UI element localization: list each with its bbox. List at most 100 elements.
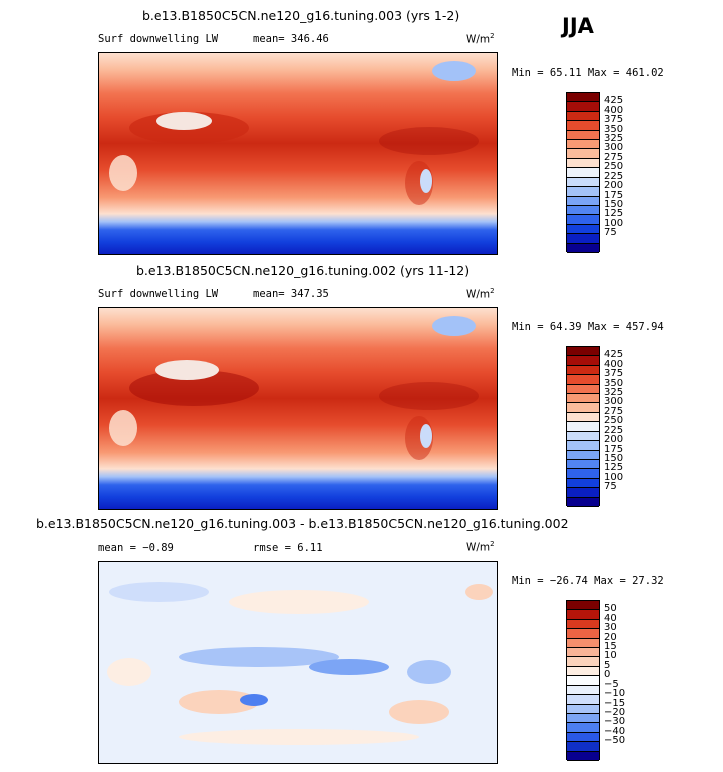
panel3-title: b.e13.B1850C5CN.ne120_g16.tuning.003 - b…: [36, 516, 569, 531]
panel1-variable: Surf downwelling LW: [98, 33, 219, 45]
colorbar-swatch: [567, 243, 599, 253]
panel1-colorbar: [566, 92, 600, 253]
panel1-field: [99, 53, 497, 254]
colorbar-swatch: [567, 648, 599, 658]
colorbar-tick-label: 350: [604, 123, 624, 135]
colorbar-swatch: [567, 431, 599, 442]
colorbar-swatch: [567, 187, 599, 197]
colorbar-tick-label: 325: [604, 387, 624, 399]
colorbar-swatch: [567, 158, 599, 169]
colorbar-swatch: [567, 347, 599, 357]
panel3-map: [98, 561, 498, 764]
colorbar-tick-label: 375: [604, 368, 624, 380]
colorbar-tick-label: 400: [604, 104, 624, 116]
colorbar-swatch: [567, 685, 599, 696]
colorbar-swatch: [567, 751, 599, 761]
colorbar-swatch: [567, 478, 599, 489]
panel3-units: W/m2: [466, 540, 495, 554]
colorbar-swatch: [567, 93, 599, 103]
panel2-units: W/m2: [466, 287, 495, 301]
panel2-variable: Surf downwelling LW: [98, 288, 219, 300]
colorbar-swatch: [567, 676, 599, 686]
colorbar-swatch: [567, 102, 599, 112]
panel2-field: [99, 308, 497, 509]
colorbar-tick-label: 15: [604, 641, 617, 653]
colorbar-tick-label: 425: [604, 95, 624, 107]
colorbar-tick-label: 300: [604, 396, 624, 408]
colorbar-swatch: [567, 375, 599, 385]
panel2-minmax: Min = 64.39 Max = 457.94: [512, 321, 664, 333]
colorbar-swatch: [567, 394, 599, 404]
colorbar-swatch: [567, 723, 599, 733]
colorbar-tick-label: 200: [604, 180, 624, 192]
colorbar-tick-label: 350: [604, 377, 624, 389]
panel1-mean: mean= 346.46: [253, 33, 329, 45]
colorbar-swatch: [567, 168, 599, 178]
colorbar-tick-label: −5: [604, 678, 619, 690]
colorbar-tick-label: 225: [604, 424, 624, 436]
colorbar-tick-label: 200: [604, 434, 624, 446]
colorbar-tick-label: 425: [604, 349, 624, 361]
colorbar-swatch: [567, 403, 599, 413]
colorbar-swatch: [567, 412, 599, 423]
colorbar-swatch: [567, 422, 599, 432]
colorbar-tick-label: 10: [604, 650, 617, 662]
panel1-title: b.e13.B1850C5CN.ne120_g16.tuning.003 (yr…: [142, 8, 460, 23]
panel3-colorbar: [566, 600, 600, 761]
panel2-colorbar: [566, 346, 600, 507]
panel1-units: W/m2: [466, 32, 495, 46]
colorbar-tick-label: 20: [604, 631, 617, 643]
colorbar-tick-label: 100: [604, 217, 624, 229]
colorbar-swatch: [567, 657, 599, 667]
colorbar-tick-label: 5: [604, 659, 611, 671]
colorbar-swatch: [567, 441, 599, 451]
colorbar-swatch: [567, 742, 599, 752]
colorbar-swatch: [567, 140, 599, 150]
colorbar-tick-label: −40: [604, 725, 626, 737]
colorbar-tick-label: 250: [604, 415, 624, 427]
colorbar-swatch: [567, 356, 599, 366]
panel1-minmax: Min = 65.11 Max = 461.02: [512, 67, 664, 79]
colorbar-swatch: [567, 384, 599, 395]
colorbar-tick-label: −10: [604, 688, 626, 700]
colorbar-swatch: [567, 469, 599, 479]
colorbar-swatch: [567, 111, 599, 122]
colorbar-tick-label: 175: [604, 189, 624, 201]
colorbar-tick-label: 275: [604, 405, 624, 417]
panel3-mean: mean = −0.89: [98, 542, 174, 554]
colorbar-swatch: [567, 497, 599, 507]
colorbar-swatch: [567, 459, 599, 470]
colorbar-tick-label: 150: [604, 452, 624, 464]
colorbar-tick-label: 325: [604, 133, 624, 145]
panel3-field: [99, 562, 497, 763]
panel3-minmax: Min = −26.74 Max = 27.32: [512, 575, 664, 587]
colorbar-swatch: [567, 619, 599, 630]
colorbar-swatch: [567, 666, 599, 677]
colorbar-swatch: [567, 177, 599, 188]
colorbar-tick-label: −30: [604, 716, 626, 728]
colorbar-tick-label: 175: [604, 443, 624, 455]
colorbar-swatch: [567, 610, 599, 620]
colorbar-swatch: [567, 130, 599, 141]
season-label: JJA: [562, 14, 594, 38]
colorbar-tick-label: 50: [604, 603, 617, 615]
colorbar-tick-label: −50: [604, 735, 626, 747]
colorbar-swatch: [567, 638, 599, 649]
colorbar-tick-label: 150: [604, 198, 624, 210]
colorbar-swatch: [567, 601, 599, 611]
colorbar-swatch: [567, 121, 599, 131]
colorbar-swatch: [567, 450, 599, 460]
colorbar-tick-label: 125: [604, 462, 624, 474]
colorbar-swatch: [567, 149, 599, 159]
colorbar-swatch: [567, 365, 599, 376]
colorbar-tick-label: 375: [604, 114, 624, 126]
colorbar-swatch: [567, 732, 599, 743]
colorbar-tick-label: 225: [604, 170, 624, 182]
colorbar-tick-label: 300: [604, 142, 624, 154]
colorbar-tick-label: 125: [604, 208, 624, 220]
colorbar-tick-label: 75: [604, 481, 617, 493]
panel2-title: b.e13.B1850C5CN.ne120_g16.tuning.002 (yr…: [136, 263, 470, 278]
colorbar-swatch: [567, 695, 599, 705]
colorbar-swatch: [567, 215, 599, 225]
colorbar-swatch: [567, 234, 599, 244]
